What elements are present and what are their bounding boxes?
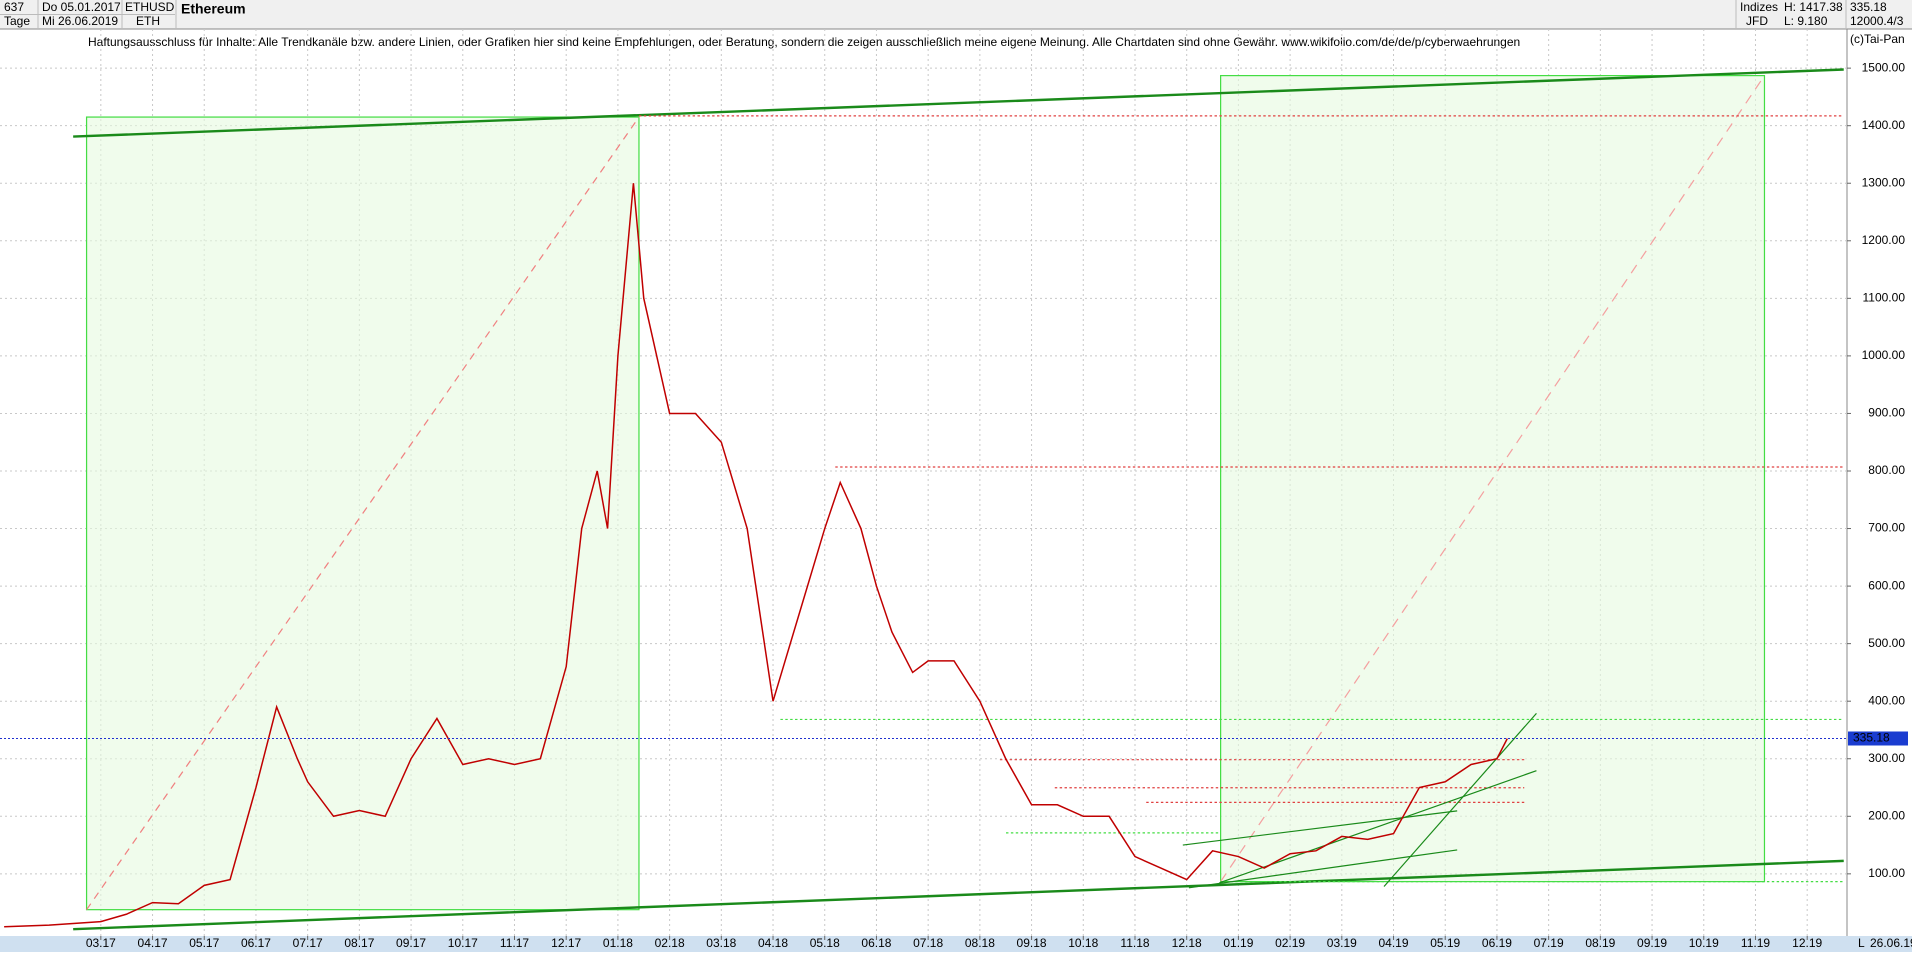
high: H: 1417.38 — [1784, 0, 1843, 14]
y-tick-label: 1400.00 — [1862, 118, 1906, 132]
x-tick-label: 08.17 — [344, 936, 374, 950]
symbol: ETHUSD — [125, 0, 175, 14]
x-tick-label: 04.17 — [138, 936, 168, 950]
y-tick-label: 800.00 — [1868, 463, 1905, 477]
group: Indizes — [1740, 0, 1778, 14]
x-tick-label: 11.19 — [1741, 936, 1770, 950]
x-tick-label: 11.18 — [1120, 936, 1149, 950]
axis-end-marker: L — [1858, 936, 1865, 950]
axis-end-date: 26.06.19 — [1870, 936, 1912, 950]
x-tick-label: 12.19 — [1792, 936, 1822, 950]
channel — [1383, 712, 1537, 887]
x-tick-label: 10.17 — [448, 936, 478, 950]
x-tick-label: 06.18 — [861, 936, 891, 950]
y-tick-label: 300.00 — [1868, 751, 1905, 765]
date-to: Mi 26.06.2019 — [42, 14, 118, 28]
y-tick-label: 100.00 — [1868, 866, 1905, 880]
broker: JFD — [1746, 14, 1768, 28]
symbol-short: ETH — [136, 14, 160, 28]
x-tick-label: 06.19 — [1482, 936, 1512, 950]
x-tick-label: 07.17 — [293, 936, 323, 950]
x-tick-label: 07.18 — [913, 936, 943, 950]
copyright: (c)Tai-Pan — [1850, 32, 1905, 46]
x-tick-label: 08.19 — [1585, 936, 1615, 950]
y-tick-label: 200.00 — [1868, 808, 1905, 822]
trend-line — [73, 68, 1844, 138]
x-tick-label: 04.18 — [758, 936, 788, 950]
x-tick-label: 01.18 — [603, 936, 633, 950]
header-bar — [0, 0, 1912, 29]
price-line — [4, 183, 1508, 928]
date-from: Do 05.01.2017 — [42, 0, 121, 14]
x-tick-label: 05.19 — [1430, 936, 1460, 950]
y-tick-label: 1300.00 — [1862, 175, 1906, 189]
x-tick-label: 10.19 — [1689, 936, 1719, 950]
y-tick-label: 500.00 — [1868, 636, 1905, 650]
x-tick-label: 09.19 — [1637, 936, 1667, 950]
current-price-label: 335.18 — [1853, 731, 1890, 745]
x-tick-label: 07.19 — [1534, 936, 1564, 950]
channel — [1188, 849, 1458, 889]
x-tick-label: 04.19 — [1379, 936, 1409, 950]
x-tick-label: 06.17 — [241, 936, 271, 950]
disclaimer: Haftungsausschluss für Inhalte: Alle Tre… — [88, 35, 1520, 49]
period[interactable]: Tage — [4, 14, 30, 28]
x-tick-label: 11.17 — [500, 936, 529, 950]
x-tick-label: 02.19 — [1275, 936, 1305, 950]
y-tick-label: 700.00 — [1868, 521, 1905, 535]
x-tick-label: 09.17 — [396, 936, 426, 950]
x-tick-label: 01.19 — [1223, 936, 1253, 950]
y-tick-label: 1500.00 — [1862, 60, 1906, 74]
x-tick-label: 03.19 — [1327, 936, 1357, 950]
x-tick-label: 05.17 — [189, 936, 219, 950]
x-axis-bar — [0, 936, 1912, 952]
x-tick-label: 10.18 — [1068, 936, 1098, 950]
low: L: 9.180 — [1784, 14, 1828, 28]
y-tick-label: 1100.00 — [1863, 291, 1906, 305]
channel — [1182, 810, 1458, 846]
x-tick-label: 12.18 — [1172, 936, 1202, 950]
y-tick-label: 1000.00 — [1862, 348, 1906, 362]
y-tick-label: 400.00 — [1868, 693, 1905, 707]
current-price-box — [1848, 731, 1908, 746]
x-tick-label: 12.17 — [551, 936, 581, 950]
chart-id[interactable]: 637 — [4, 0, 24, 14]
instrument-title: Ethereum — [181, 1, 246, 17]
x-tick-label: 09.18 — [1017, 936, 1047, 950]
x-tick-label: 03.18 — [706, 936, 736, 950]
scale: 12000.4/3 — [1850, 14, 1904, 28]
y-tick-label: 900.00 — [1868, 406, 1905, 420]
trend-line — [73, 859, 1844, 931]
y-tick-label: 600.00 — [1868, 578, 1905, 592]
x-tick-label: 03.17 — [86, 936, 116, 950]
y-tick-label: 1200.00 — [1862, 233, 1906, 247]
last: 335.18 — [1850, 0, 1887, 14]
diagonal — [86, 116, 640, 911]
drawings — [73, 68, 1844, 931]
x-tick-label: 02.18 — [655, 936, 685, 950]
x-tick-label: 08.18 — [965, 936, 995, 950]
diagonal — [1220, 75, 1765, 882]
x-tick-label: 05.18 — [810, 936, 840, 950]
